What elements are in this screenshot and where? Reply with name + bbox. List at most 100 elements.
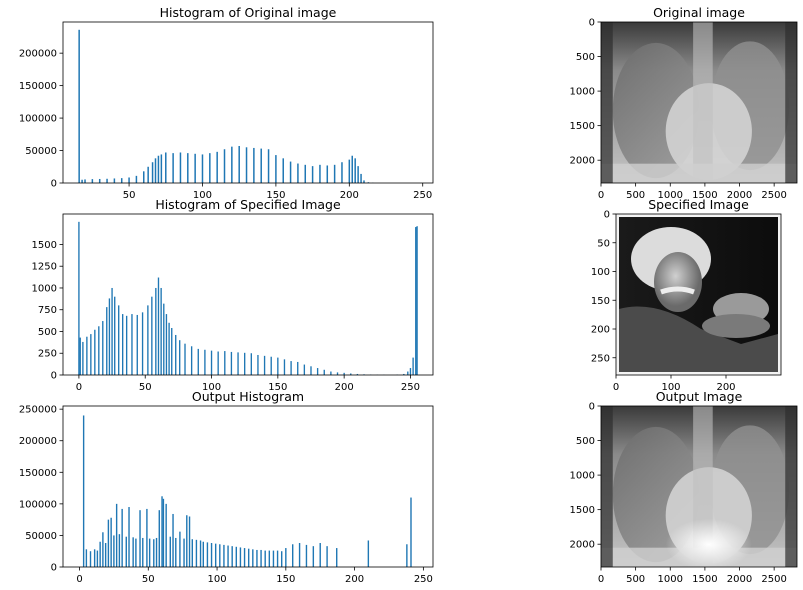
xray-image — [601, 406, 797, 571]
histogram-bar — [78, 221, 80, 375]
histogram-bar — [146, 508, 148, 567]
x-tick-label: 2500 — [761, 574, 786, 585]
histogram-bar — [201, 154, 204, 183]
histogram-bar — [106, 307, 108, 375]
x-tick-label: 150 — [266, 190, 285, 201]
x-tick-label: 100 — [202, 382, 221, 393]
histogram-bar — [326, 165, 329, 183]
histogram-bar — [175, 537, 177, 567]
x-tick-label: 0 — [613, 382, 619, 393]
y-tick-label: 1500 — [32, 240, 57, 251]
y-tick-label: 2000 — [570, 540, 595, 551]
histogram-bar — [276, 550, 279, 567]
histogram-bar — [169, 536, 171, 567]
histogram-bar — [247, 548, 250, 567]
histogram-bar — [285, 548, 287, 567]
x-tick-label: 150 — [276, 574, 295, 585]
histogram-bar — [165, 314, 168, 375]
y-tick-label: 0 — [51, 563, 57, 574]
histogram-bar — [297, 163, 299, 183]
y-tick-label: 1500 — [570, 505, 595, 516]
histogram-bar — [125, 315, 128, 375]
histogram-bar — [115, 503, 118, 567]
y-tick-label: 0 — [604, 210, 610, 221]
histogram-bar — [311, 166, 314, 183]
histogram-bar — [102, 321, 104, 375]
axes-frame — [600, 405, 798, 568]
histogram-bar — [91, 179, 94, 183]
histogram-bar — [267, 149, 270, 183]
histogram-bar — [319, 543, 321, 567]
histogram-bar — [283, 359, 286, 375]
histogram-bar — [78, 29, 80, 183]
histogram-bar — [245, 147, 248, 183]
x-tick-label: 1000 — [658, 574, 683, 585]
x-tick-label: 0 — [76, 574, 82, 585]
histogram-bar — [94, 329, 96, 375]
histogram-bar — [290, 361, 292, 375]
histogram-bar — [223, 149, 226, 183]
histogram-bar — [113, 178, 116, 183]
histogram-bar — [186, 515, 188, 567]
histogram-bar — [151, 162, 154, 183]
histogram-bar — [343, 372, 345, 375]
y-tick-label: 150 — [591, 296, 610, 307]
histogram-bar — [132, 537, 134, 567]
histogram-bar — [237, 352, 239, 375]
histogram-bar — [260, 549, 262, 567]
subplot-title: Output Image — [656, 389, 743, 404]
y-tick-label: 150000 — [19, 81, 57, 92]
histogram-bar — [217, 351, 219, 375]
subplot-2: Original image 0 500 1000 1500 2000 2500 0 500 10… — [570, 5, 798, 201]
y-tick-label: 500 — [576, 52, 595, 63]
histogram-bar — [93, 549, 96, 567]
histogram-bar — [172, 153, 174, 183]
histogram-bar — [415, 227, 417, 375]
histogram-bar — [82, 415, 85, 567]
histogram-bar — [160, 287, 162, 375]
histogram-bar — [282, 158, 284, 183]
x-tick-label: 250 — [413, 190, 432, 201]
y-tick-label: 1250 — [32, 262, 57, 273]
histogram-bar — [86, 336, 88, 375]
histogram-bar — [106, 178, 108, 183]
histogram-bar — [160, 154, 163, 183]
histogram-bar — [107, 519, 110, 567]
histogram-bar — [250, 353, 252, 375]
histogram-bar — [235, 546, 238, 567]
axes-frame — [62, 405, 434, 568]
histogram-bar — [330, 371, 332, 375]
histogram-bar — [153, 539, 155, 567]
histogram-bar — [121, 508, 123, 567]
histogram-bar — [184, 343, 186, 375]
y-tick-label: 200 — [591, 325, 610, 336]
histogram-bar — [155, 287, 157, 375]
histogram-bar — [199, 540, 202, 567]
histogram-bar — [110, 517, 112, 567]
subplot-title: Specified Image — [648, 197, 749, 212]
histogram-bar — [158, 510, 160, 567]
histogram-bar — [79, 337, 81, 375]
subplot-title: Histogram of Original image — [160, 5, 337, 20]
x-tick-label: 150 — [268, 382, 287, 393]
x-tick-label: 200 — [716, 382, 735, 393]
y-tick-label: 1000 — [32, 283, 57, 294]
y-tick-label: 750 — [38, 305, 57, 316]
subplot-3: Histogram of Specified Image 0 50 100 150 200… — [32, 197, 434, 393]
histogram-bar — [219, 544, 221, 567]
histogram-bar — [111, 287, 113, 375]
histogram-bar — [319, 164, 321, 183]
x-tick-label: 500 — [626, 574, 645, 585]
x-tick-label: 100 — [208, 574, 227, 585]
axes-frame — [600, 21, 798, 184]
x-tick-label: 0 — [598, 574, 604, 585]
histogram-bar — [154, 158, 157, 183]
histogram-bar — [190, 346, 193, 375]
y-tick-label: 1000 — [570, 471, 595, 482]
subplot-title: Original image — [653, 5, 745, 20]
histogram-bar — [141, 312, 144, 375]
x-tick-label: 2000 — [727, 190, 752, 201]
histogram-bar — [165, 503, 167, 567]
histogram-bar — [256, 549, 258, 567]
y-tick-label: 50000 — [25, 531, 57, 542]
